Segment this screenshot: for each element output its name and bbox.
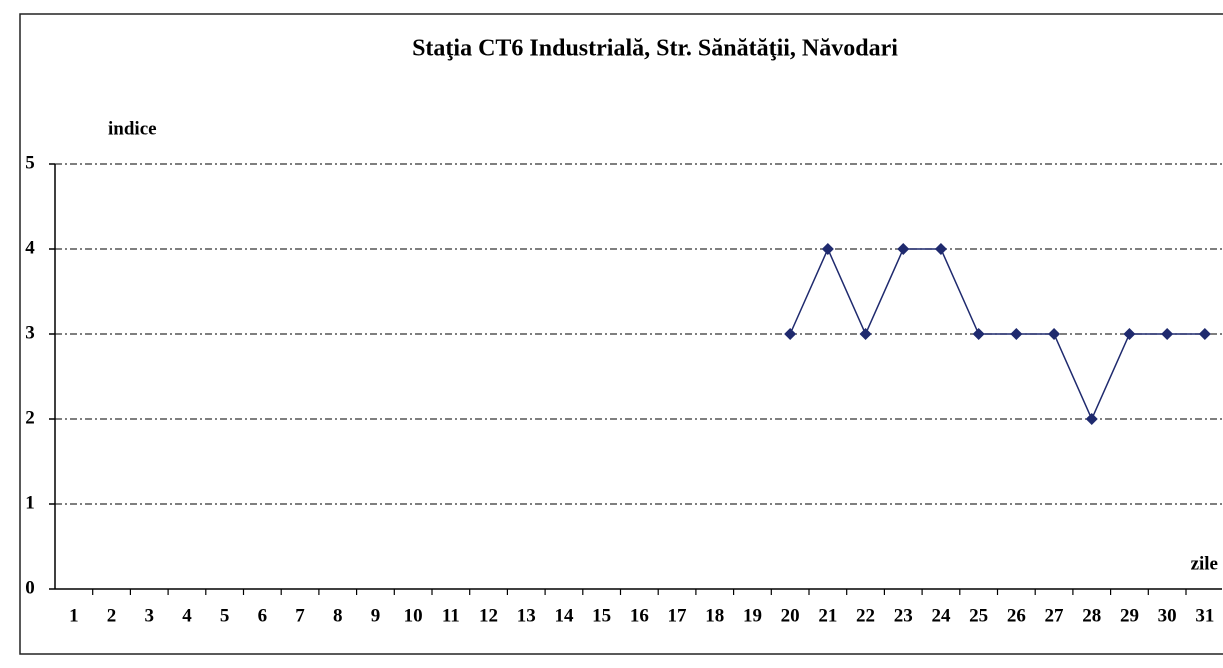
x-tick-label: 12 <box>479 605 498 626</box>
data-point <box>1198 328 1211 340</box>
y-tick-label: 1 <box>25 492 35 513</box>
x-tick-label: 26 <box>1007 605 1026 626</box>
y-tick-label: 4 <box>25 237 35 258</box>
x-tick-label: 23 <box>894 605 913 626</box>
x-tick-label: 11 <box>442 605 460 626</box>
x-tick-label: 6 <box>258 605 268 626</box>
data-point <box>1048 328 1061 340</box>
x-tick-label: 4 <box>182 605 192 626</box>
x-tick-label: 3 <box>145 605 155 626</box>
x-tick-label: 9 <box>371 605 381 626</box>
x-tick-label: 19 <box>743 605 762 626</box>
data-point <box>1010 328 1023 340</box>
data-point <box>859 328 872 340</box>
y-tick-label: 0 <box>25 577 35 598</box>
x-axis-label: zile <box>1191 553 1218 574</box>
chart-title: Staţia CT6 Industrială, Str. Sănătăţii, … <box>412 36 898 62</box>
x-tick-label: 31 <box>1195 605 1214 626</box>
x-tick-label: 18 <box>705 605 724 626</box>
x-tick-label: 5 <box>220 605 230 626</box>
data-point <box>821 243 834 255</box>
data-point <box>1123 328 1136 340</box>
data-point <box>972 328 985 340</box>
x-tick-label: 28 <box>1082 605 1101 626</box>
x-tick-label: 14 <box>554 605 574 626</box>
x-tick-label: 24 <box>931 605 951 626</box>
y-tick-label: 5 <box>25 152 35 173</box>
data-point <box>784 328 797 340</box>
x-tick-label: 2 <box>107 605 117 626</box>
x-tick-label: 30 <box>1158 605 1177 626</box>
x-tick-label: 10 <box>404 605 423 626</box>
x-tick-label: 17 <box>668 605 688 626</box>
x-tick-label: 15 <box>592 605 611 626</box>
data-point <box>1085 413 1098 425</box>
x-tick-label: 8 <box>333 605 343 626</box>
x-tick-label: 25 <box>969 605 988 626</box>
x-tick-label: 21 <box>818 605 837 626</box>
y-tick-label: 3 <box>25 322 35 343</box>
x-tick-label: 13 <box>517 605 536 626</box>
data-point <box>897 243 910 255</box>
x-tick-label: 16 <box>630 605 649 626</box>
x-tick-label: 20 <box>781 605 800 626</box>
data-point <box>1161 328 1174 340</box>
x-tick-label: 27 <box>1045 605 1065 626</box>
data-point <box>934 243 947 255</box>
data-line <box>789 247 1205 421</box>
x-tick-label: 22 <box>856 605 875 626</box>
x-tick-label: 29 <box>1120 605 1139 626</box>
y-axis-label: indice <box>108 118 157 139</box>
x-tick-label: 7 <box>295 605 305 626</box>
chart-border <box>19 13 1223 655</box>
y-tick-label: 2 <box>25 407 35 428</box>
x-tick-label: 1 <box>69 605 79 626</box>
